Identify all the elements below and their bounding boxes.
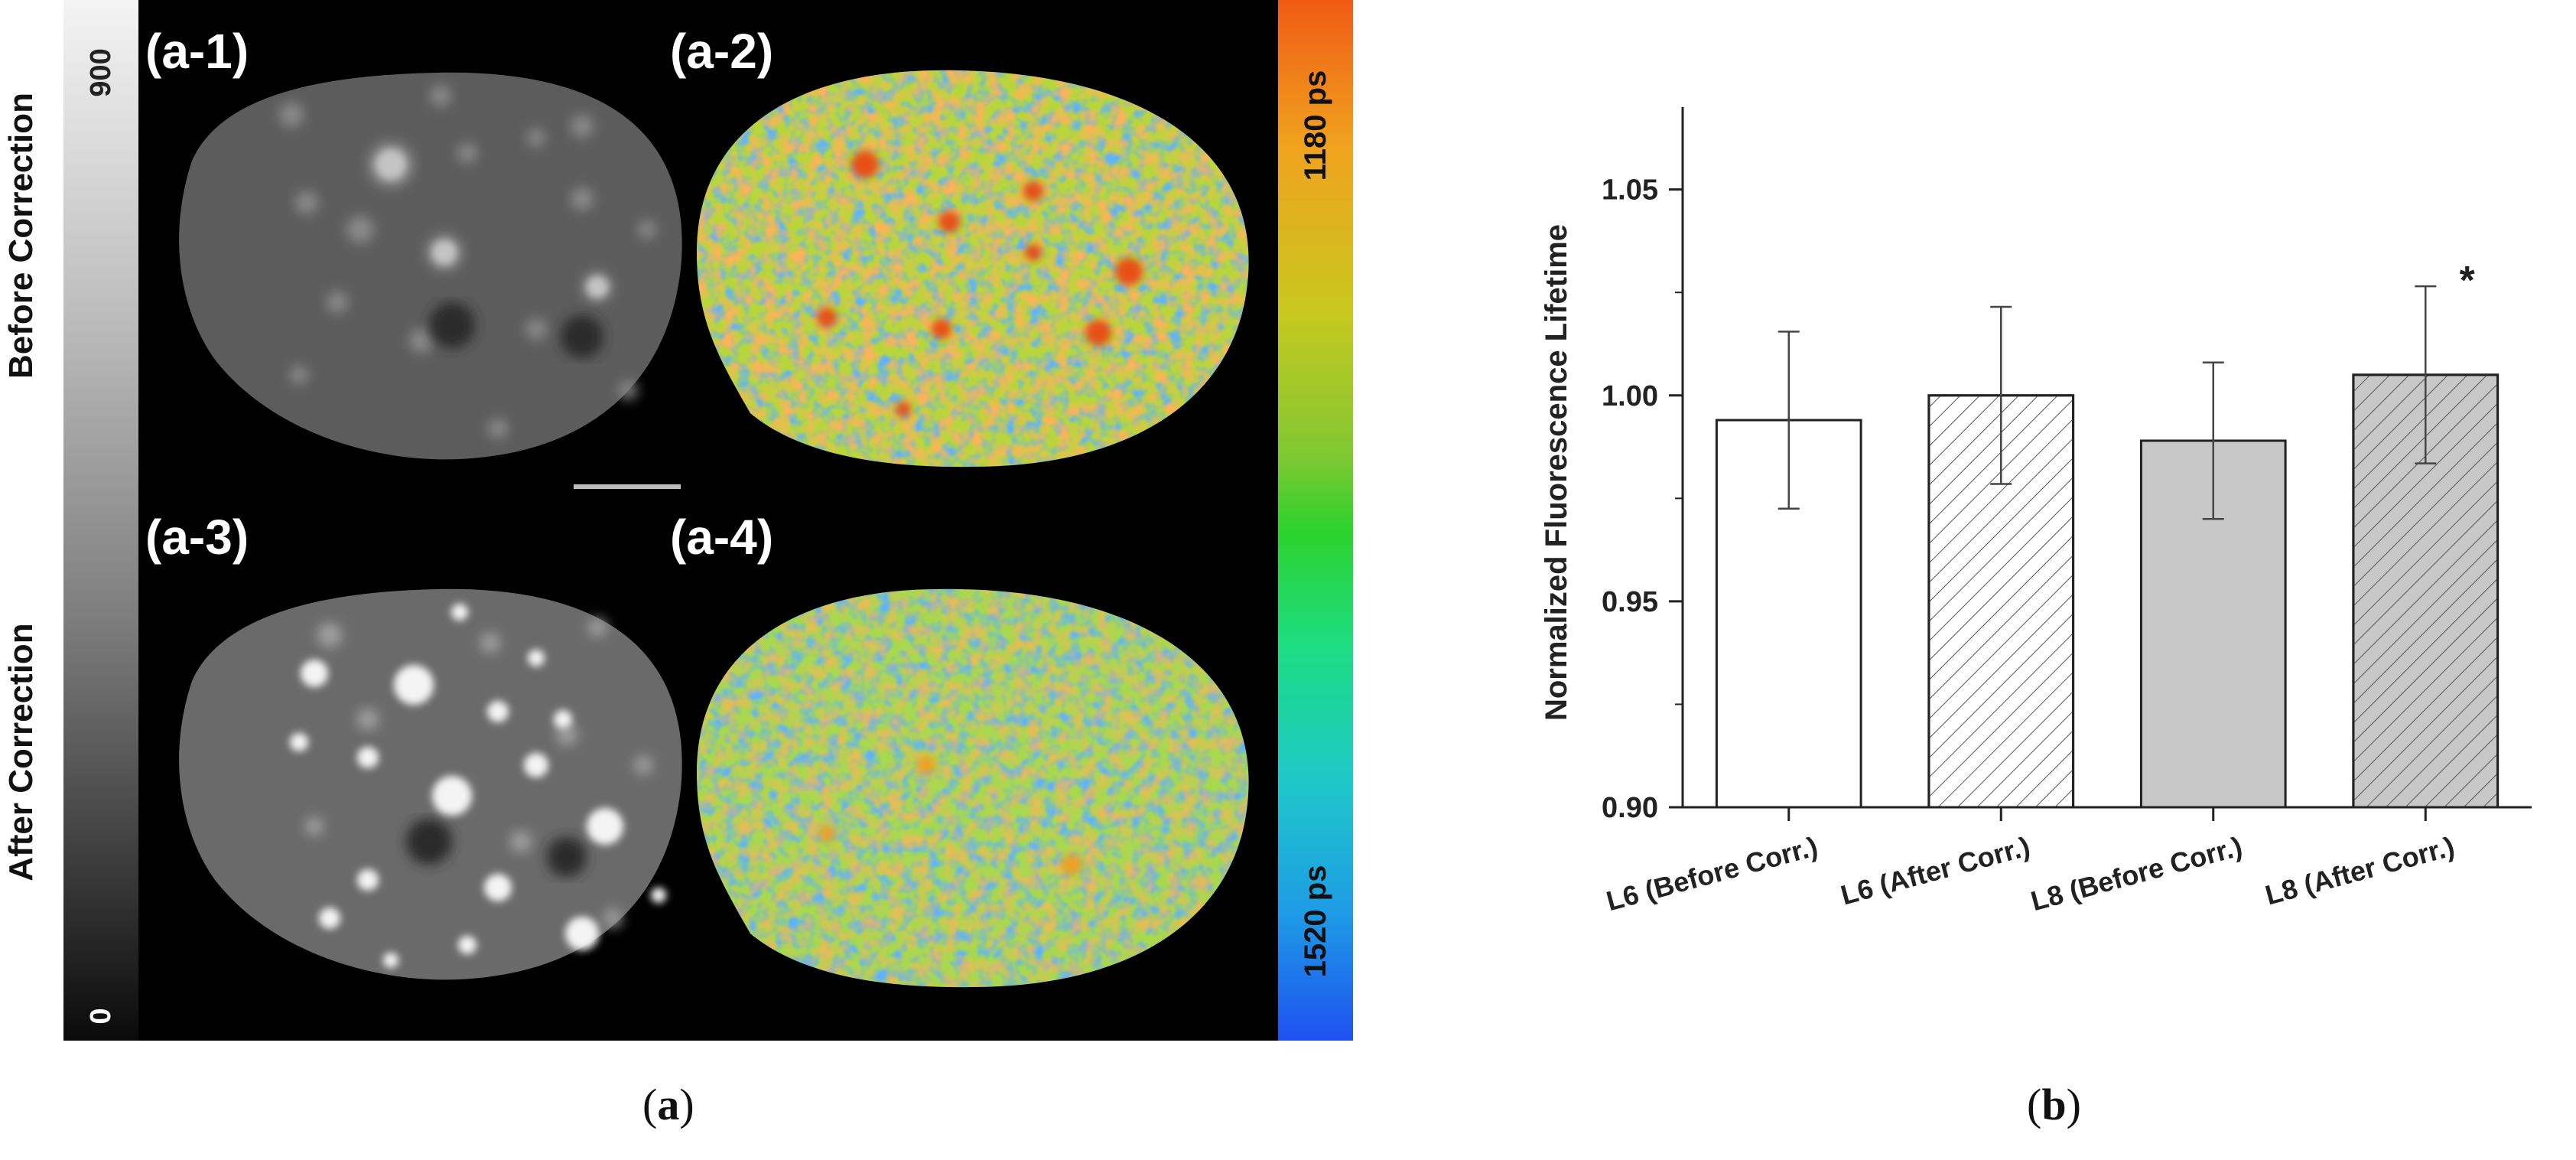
panel-a-image-figure: Before Correction After Correction 900 0	[0, 0, 1354, 1041]
nucleus-a1-before	[179, 72, 682, 460]
lifetime-map-a2-before	[697, 70, 1249, 468]
lifetime-bar-top-label: 1180 ps	[1299, 70, 1332, 181]
caption-a: (a)	[642, 1080, 694, 1129]
caption-b: (b)	[2027, 1080, 2081, 1129]
sublabel-a1: (a-1)	[145, 24, 249, 79]
y-tick-label: 1.00	[1602, 380, 1658, 412]
nucleus-images	[179, 70, 1249, 988]
lifetime-bar-bottom-label: 1520 ps	[1299, 865, 1332, 978]
nucleus-a3-after	[179, 588, 682, 980]
grayscale-bar-min-label: 0	[85, 1008, 117, 1025]
y-tick-label: 0.95	[1602, 586, 1658, 618]
y-axis-label: Normalized Fluorescence Lifetime	[1540, 224, 1573, 721]
y-tick-label: 1.05	[1602, 174, 1658, 207]
sublabel-a2: (a-2)	[670, 24, 774, 79]
microscopy-image-grid	[138, 0, 1278, 1041]
sublabel-a4: (a-4)	[670, 510, 774, 565]
lifetime-map-a4-after	[697, 588, 1249, 988]
grayscale-intensity-colorbar	[63, 0, 138, 1041]
x-tick-label-1: L6 (Before Corr.)	[1603, 830, 1821, 917]
x-tick-label-2: L6 (After Corr.)	[1837, 830, 2033, 911]
y-tick-label: 0.90	[1602, 792, 1658, 824]
sublabel-a3: (a-3)	[145, 510, 249, 565]
x-tick-label-3: L8 (Before Corr.)	[2028, 830, 2246, 917]
scale-bar	[574, 484, 681, 489]
lifetime-colorbar	[1278, 0, 1353, 1041]
significance-marker: *	[2459, 259, 2475, 303]
row-label-before-correction: Before Correction	[2, 92, 40, 380]
bar-chart-normalized-lifetime: 0.90 0.95 1.00 1.05 Normalized Fluorescence …	[1540, 107, 2532, 917]
grayscale-bar-max-label: 900	[85, 48, 117, 97]
x-tick-label-4: L8 (After Corr.)	[2262, 830, 2457, 911]
row-label-after-correction: After Correction	[2, 623, 40, 881]
